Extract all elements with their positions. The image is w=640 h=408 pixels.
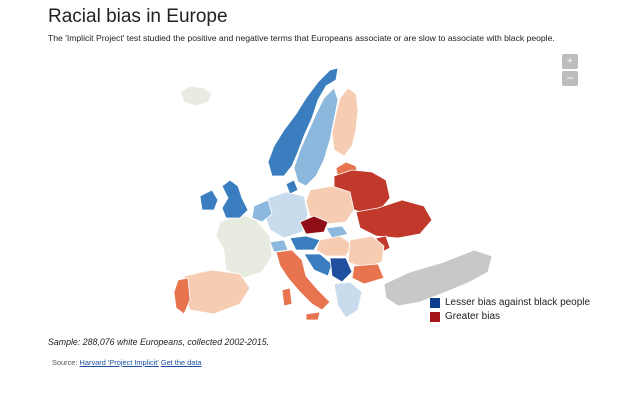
legend-item-greater: Greater bias: [430, 310, 590, 323]
region-sardinia[interactable]: [281, 287, 293, 307]
region-sweden[interactable]: [293, 87, 339, 187]
region-norway[interactable]: [267, 67, 339, 177]
page-subtitle: The 'Implicit Project' test studied the …: [48, 33, 555, 43]
region-denmark[interactable]: [285, 179, 299, 195]
region-ireland[interactable]: [199, 189, 219, 211]
region-benelux[interactable]: [251, 199, 273, 223]
legend-swatch-greater: [430, 311, 440, 322]
legend-swatch-lesser: [430, 297, 440, 308]
region-iceland[interactable]: [179, 85, 213, 107]
source-line: Source: Harvard 'Project Implicit' Get t…: [52, 358, 202, 367]
legend: Lesser bias against black people Greater…: [430, 296, 590, 324]
region-finland[interactable]: [331, 87, 359, 157]
legend-label-lesser: Lesser bias against black people: [445, 297, 591, 308]
region-bulgaria[interactable]: [351, 263, 385, 285]
region-portugal[interactable]: [173, 277, 191, 315]
region-balkans-west[interactable]: [303, 253, 333, 277]
region-sicily[interactable]: [305, 311, 321, 321]
source-link-data[interactable]: Get the data: [160, 358, 202, 367]
region-italy[interactable]: [275, 249, 331, 311]
region-turkey[interactable]: [383, 249, 493, 307]
region-uk[interactable]: [221, 179, 249, 219]
region-slovakia[interactable]: [325, 225, 349, 239]
source-prefix: Source:: [52, 358, 78, 367]
region-czechia[interactable]: [299, 215, 329, 235]
region-switzerland[interactable]: [269, 239, 289, 253]
page-title: Racial bias in Europe: [48, 6, 228, 27]
sample-note: Sample: 288,076 white Europeans, collect…: [48, 337, 270, 347]
zoom-controls: + –: [562, 54, 578, 86]
region-greece[interactable]: [333, 281, 363, 319]
legend-label-greater: Greater bias: [445, 311, 501, 322]
region-ukraine[interactable]: [355, 199, 433, 239]
zoom-out-button[interactable]: –: [562, 71, 578, 86]
region-serbia[interactable]: [329, 257, 353, 283]
region-poland[interactable]: [305, 185, 355, 225]
zoom-in-button[interactable]: +: [562, 54, 578, 69]
region-austria[interactable]: [289, 235, 321, 251]
region-france[interactable]: [215, 213, 273, 279]
legend-item-lesser: Lesser bias against black people: [430, 296, 590, 309]
source-link-harvard[interactable]: Harvard 'Project Implicit': [79, 358, 159, 367]
region-hungary[interactable]: [315, 235, 353, 257]
region-spain[interactable]: [183, 269, 251, 315]
